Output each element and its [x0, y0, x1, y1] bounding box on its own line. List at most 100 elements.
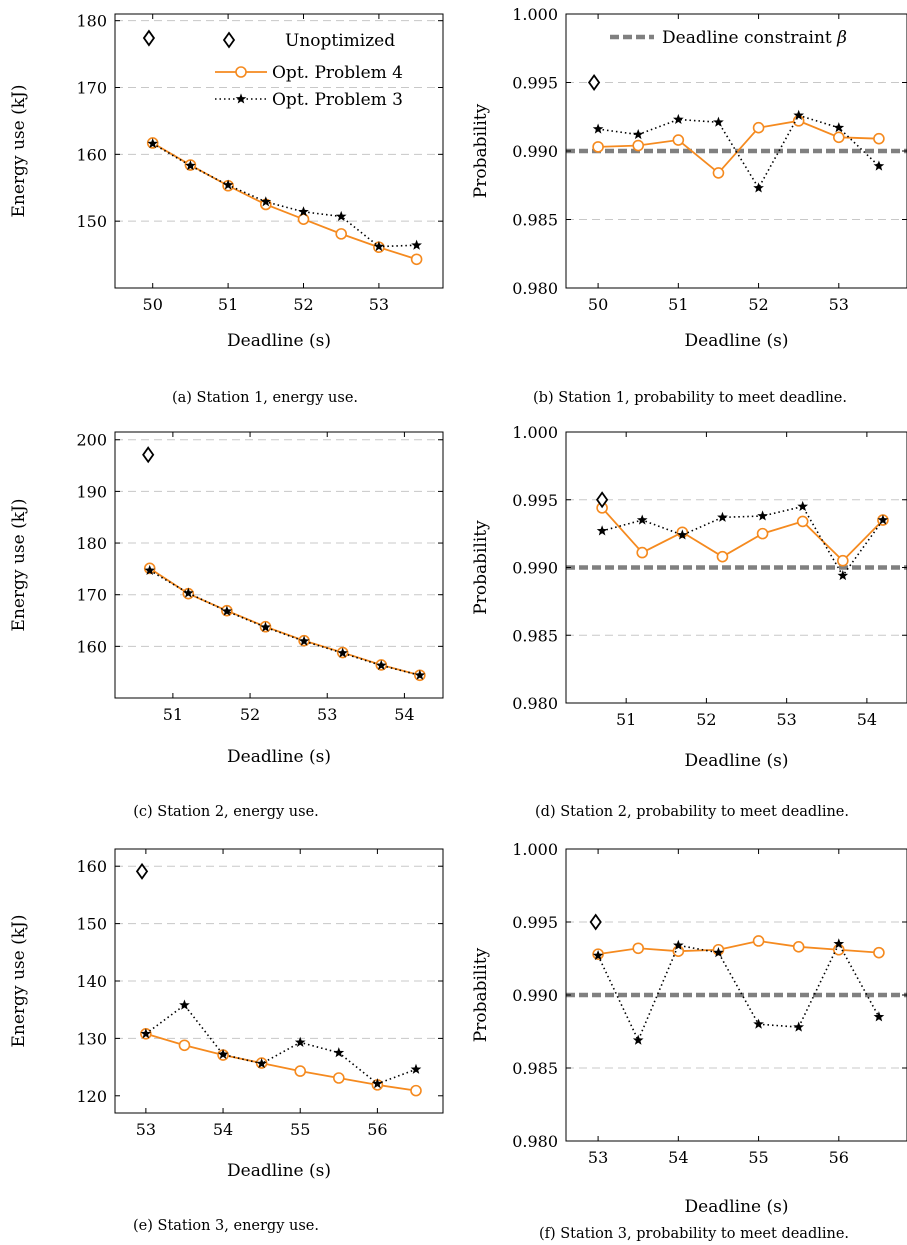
data-point-opt-problem-3 — [222, 179, 234, 190]
data-point-opt-problem-3 — [140, 1028, 152, 1039]
y-tick-label: 1.000 — [512, 5, 558, 24]
data-point-unoptimized — [595, 491, 609, 509]
y-tick-label: 190 — [76, 482, 107, 501]
y-tick-label: 160 — [76, 637, 107, 656]
x-tick-label: 56 — [829, 1148, 849, 1167]
x-tick-label: 53 — [829, 295, 849, 314]
y-tick-label: 180 — [76, 12, 107, 31]
x-tick-label: 51 — [668, 295, 688, 314]
panel-caption: (d) Station 2, probability to meet deadl… — [535, 804, 849, 820]
y-tick-label: 170 — [76, 586, 107, 605]
data-point-opt-problem-4 — [672, 134, 685, 146]
y-tick-label: 0.990 — [512, 559, 558, 578]
data-point-opt-problem-3 — [294, 1036, 306, 1047]
x-tick-label: 53 — [369, 295, 389, 314]
data-point-opt-problem-4 — [632, 942, 645, 955]
y-tick-label: 0.990 — [512, 986, 558, 1005]
y-tick-label: 0.985 — [512, 211, 558, 230]
y-axis-label: Energy use (kJ) — [9, 85, 29, 218]
data-point-opt-problem-3 — [753, 1018, 764, 1029]
x-axis-label: Deadline (s) — [227, 1161, 331, 1181]
series-line-opt-problem-3 — [597, 942, 880, 1043]
x-tick-label: 53 — [588, 1148, 608, 1167]
data-point-opt-problem-3 — [833, 938, 845, 949]
x-axis-label: Deadline (s) — [685, 331, 789, 351]
data-point-opt-problem-4 — [837, 554, 849, 567]
x-tick-label: 56 — [367, 1120, 387, 1139]
legend-constraint-label: Deadline constraint β — [662, 28, 847, 48]
data-point-opt-problem-3 — [793, 1021, 805, 1032]
series-line-opt-problem-3 — [149, 569, 421, 677]
series-line-opt-problem-3 — [597, 114, 880, 190]
x-tick-label: 54 — [668, 1148, 688, 1167]
panel-caption: (b) Station 1, probability to meet deadl… — [533, 390, 847, 406]
data-point-opt-problem-3 — [298, 635, 310, 646]
y-tick-label: 200 — [76, 431, 107, 450]
data-point-opt-problem-4 — [712, 167, 725, 179]
data-point-opt-problem-3 — [636, 514, 648, 525]
y-tick-label: 150 — [76, 915, 107, 934]
data-point-opt-problem-3 — [221, 605, 233, 616]
x-tick-label: 51 — [218, 295, 238, 314]
data-point-opt-problem-4 — [792, 941, 805, 953]
y-axis-label: Probability — [471, 520, 491, 615]
data-point-opt-problem-4 — [297, 213, 310, 225]
y-tick-label: 0.980 — [512, 1132, 558, 1151]
data-point-unoptimized — [142, 446, 155, 464]
data-point-opt-problem-3 — [753, 182, 764, 193]
data-point-opt-problem-3 — [298, 206, 309, 217]
legend-opt4-label: Opt. Problem 4 — [272, 63, 403, 83]
data-point-opt-problem-3 — [335, 210, 347, 222]
x-tick-label: 53 — [136, 1120, 156, 1139]
data-point-opt-problem-3 — [185, 160, 196, 171]
y-tick-label: 1.000 — [512, 423, 558, 442]
data-point-opt-problem-3 — [375, 659, 387, 670]
y-tick-label: 1.000 — [512, 840, 558, 859]
data-point-opt-problem-3 — [260, 621, 271, 632]
data-point-opt-problem-4 — [178, 1039, 191, 1052]
data-point-opt-problem-3 — [592, 123, 604, 134]
series-line-opt-problem-4 — [149, 567, 421, 677]
y-tick-label: 0.985 — [512, 1059, 558, 1078]
data-point-opt-problem-4 — [873, 946, 885, 959]
y-tick-label: 160 — [76, 857, 107, 876]
x-tick-label: 53 — [317, 705, 337, 724]
data-point-opt-problem-3 — [337, 647, 348, 658]
x-tick-label: 51 — [163, 705, 183, 724]
data-point-opt-problem-3 — [793, 109, 805, 120]
data-point-opt-problem-4 — [294, 1065, 307, 1077]
legend-unoptimized-marker — [222, 31, 236, 49]
y-tick-label: 0.980 — [512, 694, 558, 713]
data-point-opt-problem-3 — [260, 196, 272, 207]
data-point-opt-problem-3 — [217, 1048, 229, 1059]
series-line-opt-problem-4 — [598, 119, 879, 175]
data-point-opt-problem-3 — [182, 587, 194, 598]
data-point-opt-problem-3 — [179, 999, 190, 1010]
data-point-opt-problem-3 — [373, 240, 385, 252]
x-tick-label: 52 — [748, 295, 768, 314]
x-tick-label: 54 — [394, 705, 414, 724]
panel-caption: (a) Station 1, energy use. — [172, 390, 358, 406]
x-axis-label: Deadline (s) — [685, 1197, 789, 1217]
data-point-opt-problem-4 — [410, 253, 423, 266]
x-tick-label: 52 — [240, 705, 260, 724]
data-point-opt-problem-3 — [673, 113, 684, 125]
data-point-opt-problem-3 — [873, 1011, 885, 1022]
y-tick-label: 0.995 — [512, 74, 558, 93]
series-line-opt-problem-4 — [597, 940, 879, 956]
y-tick-label: 120 — [76, 1087, 107, 1106]
x-tick-label: 50 — [143, 295, 163, 314]
series-line-opt-problem-3 — [145, 1003, 417, 1085]
data-point-opt-problem-3 — [333, 1047, 345, 1058]
data-point-opt-problem-4 — [716, 550, 729, 563]
legend-energy: Unoptimized Opt. Problem 4 Opt. Problem 3 — [215, 31, 403, 110]
data-point-opt-problem-3 — [592, 949, 604, 961]
y-tick-label: 0.980 — [512, 279, 558, 298]
y-tick-label: 170 — [76, 79, 107, 98]
y-tick-label: 140 — [76, 972, 107, 991]
data-point-opt-problem-3 — [833, 122, 845, 133]
data-point-opt-problem-4 — [832, 131, 845, 144]
data-point-unoptimized — [587, 73, 601, 92]
y-tick-label: 0.985 — [512, 626, 558, 645]
